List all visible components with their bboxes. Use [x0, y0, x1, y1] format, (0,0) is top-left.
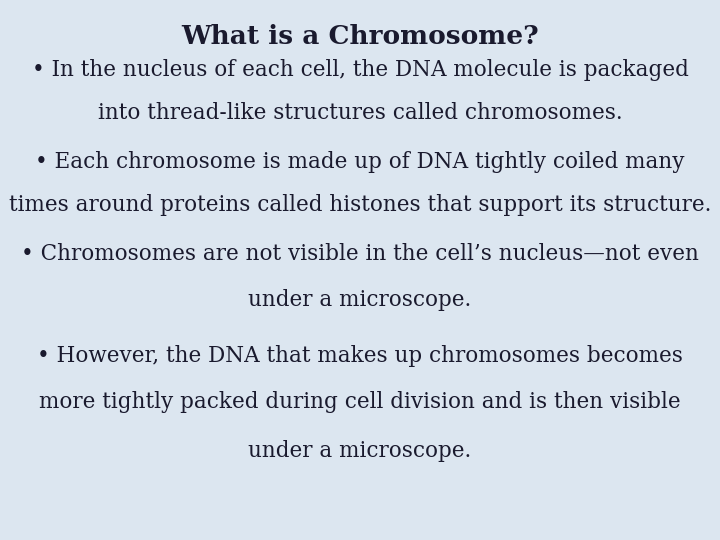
- Text: times around proteins called histones that support its structure.: times around proteins called histones th…: [9, 194, 711, 216]
- Text: • Each chromosome is made up of DNA tightly coiled many: • Each chromosome is made up of DNA tigh…: [35, 151, 685, 173]
- Text: under a microscope.: under a microscope.: [248, 440, 472, 462]
- Text: • In the nucleus of each cell, the DNA molecule is packaged: • In the nucleus of each cell, the DNA m…: [32, 59, 688, 81]
- Text: under a microscope.: under a microscope.: [248, 289, 472, 310]
- Text: more tightly packed during cell division and is then visible: more tightly packed during cell division…: [39, 392, 681, 413]
- Text: • Chromosomes are not visible in the cell’s nucleus—not even: • Chromosomes are not visible in the cel…: [21, 243, 699, 265]
- Text: into thread-like structures called chromosomes.: into thread-like structures called chrom…: [98, 103, 622, 124]
- Text: • However, the DNA that makes up chromosomes becomes: • However, the DNA that makes up chromos…: [37, 346, 683, 367]
- Text: What is a Chromosome?: What is a Chromosome?: [181, 24, 539, 49]
